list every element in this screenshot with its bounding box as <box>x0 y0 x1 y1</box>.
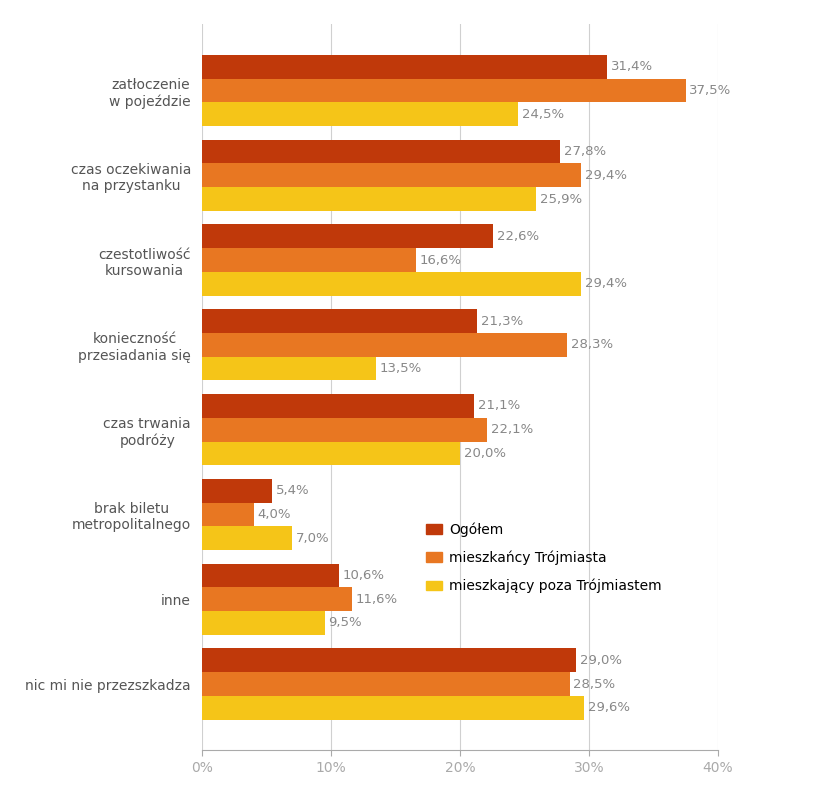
Text: 22,1%: 22,1% <box>491 423 533 436</box>
Bar <box>202 163 581 187</box>
Text: 9,5%: 9,5% <box>328 616 362 629</box>
Bar <box>202 309 477 333</box>
Text: 29,6%: 29,6% <box>587 702 629 714</box>
Bar <box>202 478 271 503</box>
Bar <box>202 418 487 441</box>
Text: 27,8%: 27,8% <box>564 145 606 158</box>
Bar <box>202 79 686 102</box>
Bar <box>202 696 584 719</box>
Text: 11,6%: 11,6% <box>356 593 398 606</box>
Bar <box>202 649 576 672</box>
Text: 21,1%: 21,1% <box>478 399 521 413</box>
Bar <box>202 503 254 526</box>
Bar <box>202 526 292 550</box>
Text: 37,5%: 37,5% <box>690 84 732 97</box>
Text: 31,4%: 31,4% <box>610 60 653 73</box>
Bar <box>202 187 536 211</box>
Text: 7,0%: 7,0% <box>296 532 330 545</box>
Bar <box>202 564 339 587</box>
Text: 20,0%: 20,0% <box>464 447 506 460</box>
Bar <box>202 672 569 696</box>
Text: 21,3%: 21,3% <box>480 315 523 328</box>
Text: 4,0%: 4,0% <box>257 508 291 521</box>
Text: 22,6%: 22,6% <box>497 230 540 242</box>
Bar <box>202 357 376 380</box>
Text: 25,9%: 25,9% <box>540 192 582 205</box>
Bar <box>202 248 416 272</box>
Bar <box>202 441 460 466</box>
Bar <box>202 611 324 635</box>
Bar <box>202 272 581 296</box>
Bar <box>202 225 493 248</box>
Text: 28,3%: 28,3% <box>571 338 613 351</box>
Text: 5,4%: 5,4% <box>276 484 309 497</box>
Text: 16,6%: 16,6% <box>420 254 462 267</box>
Bar <box>202 55 607 79</box>
Text: 24,5%: 24,5% <box>521 108 564 121</box>
Bar <box>202 102 518 126</box>
Bar <box>202 587 351 611</box>
Bar <box>202 333 567 357</box>
Text: 29,0%: 29,0% <box>580 654 622 667</box>
Text: 29,4%: 29,4% <box>585 169 627 182</box>
Text: 13,5%: 13,5% <box>380 362 422 375</box>
Bar <box>202 394 474 418</box>
Text: 10,6%: 10,6% <box>342 569 384 582</box>
Text: 29,4%: 29,4% <box>585 277 627 290</box>
Legend: Ogółem, mieszkańcy Trójmiasta, mieszkający poza Trójmiastem: Ogółem, mieszkańcy Trójmiasta, mieszkają… <box>426 522 662 594</box>
Text: 28,5%: 28,5% <box>573 677 615 690</box>
Bar <box>202 139 560 163</box>
